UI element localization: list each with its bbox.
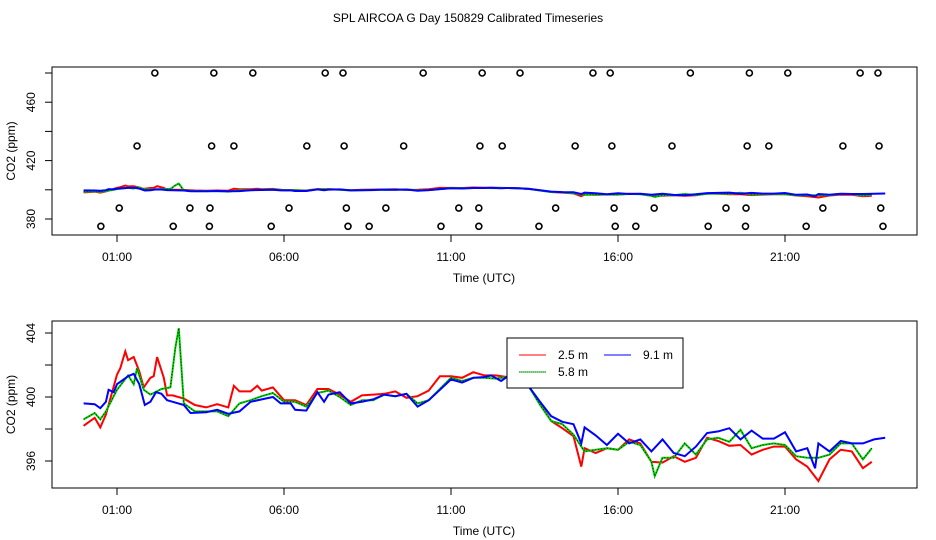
flag-point — [169, 222, 178, 231]
flag-point — [454, 204, 463, 212]
x-tick-label: 21:00 — [770, 503, 800, 517]
lower-panel: 396 400 404 01:00 06:00 11:00 16:00 21:00 Time (… — [4, 320, 918, 538]
flag-point — [819, 204, 827, 212]
flag-point — [783, 69, 792, 77]
legend-label: 2.5 m — [558, 348, 588, 362]
flag-point — [589, 69, 597, 77]
legend: 2.5 m 5.8 m 9.1 m — [506, 337, 684, 389]
y-tick-label: 420 — [24, 150, 38, 170]
flag-point — [207, 142, 216, 150]
flag-point — [210, 69, 218, 77]
flag-point — [321, 69, 329, 77]
y-axis-label: CO2 (ppm) — [4, 121, 18, 180]
flag-point — [97, 222, 105, 231]
flag-point — [344, 222, 352, 231]
x-tick-label: 21:00 — [770, 250, 800, 264]
flag-point — [437, 222, 445, 231]
x-tick-label: 06:00 — [269, 503, 299, 517]
flag-point — [722, 204, 730, 212]
flag-point — [650, 204, 658, 212]
flag-point — [802, 222, 810, 231]
flag-point — [611, 222, 620, 231]
flag-point — [765, 142, 773, 150]
plot-frame — [51, 320, 918, 489]
flag-point — [475, 222, 483, 231]
flag-point — [610, 204, 618, 212]
flag-point — [875, 142, 883, 150]
flag-point — [303, 142, 311, 150]
flag-point — [571, 142, 579, 150]
flag-point — [551, 204, 560, 212]
series-line-91m — [83, 372, 886, 469]
flag-point — [876, 204, 885, 212]
x-tick-label: 11:00 — [436, 250, 465, 264]
flag-point — [741, 222, 750, 231]
x-tick-label: 16:00 — [603, 503, 633, 517]
flag-point — [478, 69, 486, 77]
flag-point — [856, 69, 864, 77]
x-tick-label: 06:00 — [269, 250, 299, 264]
flag-point — [267, 222, 275, 231]
flag-point — [230, 142, 238, 150]
flag-point — [476, 142, 484, 150]
legend-label: 5.8 m — [558, 365, 588, 379]
flag-point — [498, 142, 507, 150]
flag-point — [133, 142, 141, 150]
y-tick-label: 380 — [24, 209, 38, 229]
flag-point — [151, 69, 159, 77]
y-axis-label: CO2 (ppm) — [4, 375, 18, 434]
flag-point — [419, 69, 427, 77]
flag-point — [475, 204, 483, 212]
y-tick-label: 400 — [24, 387, 38, 407]
flag-point — [115, 204, 124, 212]
flag-point — [206, 204, 214, 212]
flag-point — [608, 142, 616, 150]
series-line-58m — [83, 328, 873, 480]
flag-point — [704, 222, 712, 231]
x-tick-label: 16:00 — [603, 250, 633, 264]
x-tick-label: 01:00 — [102, 250, 132, 264]
flag-point — [874, 69, 882, 77]
flag-point — [339, 69, 347, 77]
flag-point — [249, 69, 257, 77]
flag-point — [839, 142, 847, 150]
x-axis-label: Time (UTC) — [453, 271, 515, 285]
series-line-91m — [83, 186, 886, 198]
y-tick-label: 396 — [24, 451, 38, 471]
flag-point — [606, 69, 615, 77]
plot-frame — [51, 66, 918, 236]
flag-point — [365, 222, 373, 231]
flag-point — [668, 142, 676, 150]
legend-box — [506, 337, 684, 389]
flag-point — [535, 222, 543, 231]
upper-panel: 380 420 460 01:00 06:00 11:00 16:00 21:00 Time (… — [4, 66, 918, 285]
flag-point — [879, 222, 887, 231]
x-tick-label: 11:00 — [436, 503, 465, 517]
chart-title: SPL AIRCOA G Day 150829 Calibrated Times… — [333, 11, 603, 25]
flag-point — [285, 204, 293, 212]
legend-label: 9.1 m — [643, 348, 673, 362]
flag-point — [742, 204, 750, 212]
flag-point — [686, 69, 695, 77]
flag-point — [516, 69, 524, 77]
flag-point — [632, 222, 640, 231]
flag-point — [743, 142, 751, 150]
flag-point — [342, 204, 351, 212]
x-axis-label: Time (UTC) — [453, 524, 515, 538]
y-tick-label: 404 — [24, 323, 38, 343]
flag-point — [205, 222, 214, 231]
flag-point — [382, 204, 390, 212]
series-line-25m — [83, 348, 873, 483]
y-tick-label: 460 — [24, 92, 38, 112]
flag-point — [399, 142, 408, 150]
flag-point — [186, 204, 194, 212]
x-tick-label: 01:00 — [102, 503, 132, 517]
flag-point — [340, 142, 348, 150]
flag-point — [745, 69, 754, 77]
